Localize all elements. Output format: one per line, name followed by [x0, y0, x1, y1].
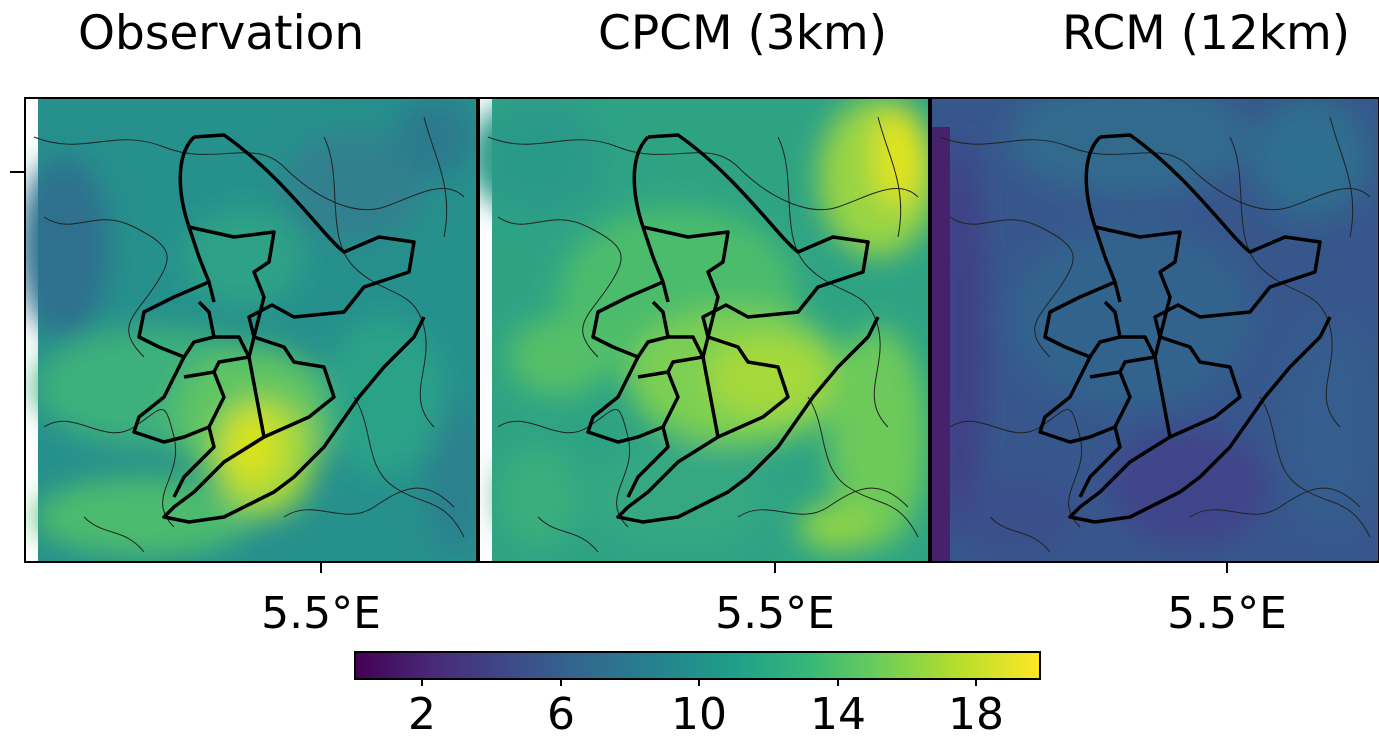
map-panel-cpcm: [478, 97, 928, 561]
panel-title-cpcm: CPCM (3km): [598, 6, 888, 61]
observation-contours: [33, 116, 465, 553]
rcm-left-strip: [930, 127, 950, 561]
observation-map: [24, 97, 476, 561]
colorbar-tick-6: [560, 678, 562, 686]
cpcm-map: [478, 97, 928, 561]
colorbar-tick-10: [698, 678, 700, 686]
colorbar-tick-label-18: 18: [948, 689, 1004, 740]
x-tick-label-rcm: 5.5°E: [1167, 588, 1287, 639]
colorbar-tick-14: [837, 678, 839, 686]
y-axis-tick: [10, 171, 24, 173]
colorbar-tick-label-6: 6: [547, 689, 575, 740]
colorbar-tick-label-10: 10: [671, 689, 727, 740]
rcm-field: [935, 97, 1379, 557]
observation-region-borders: [132, 133, 426, 524]
panel-title-observation: Observation: [78, 6, 365, 61]
map-panel-rcm: [930, 97, 1379, 561]
colorbar-tick-label-2: 2: [408, 689, 436, 740]
rcm-contours: [939, 116, 1371, 553]
colorbar-tick-18: [975, 678, 977, 686]
colorbar: [354, 651, 1041, 680]
panel-title-rcm: RCM (12km): [1062, 6, 1351, 61]
cpcm-region-borders: [586, 133, 880, 524]
x-tick-observation: [320, 561, 322, 573]
x-tick-cpcm: [774, 561, 776, 573]
map-panel-observation: [24, 97, 476, 561]
cpcm-field: [478, 97, 928, 552]
x-tick-label-observation: 5.5°E: [261, 588, 381, 639]
rcm-map: [930, 97, 1379, 561]
x-tick-rcm: [1226, 561, 1228, 573]
colorbar-tick-label-14: 14: [810, 689, 866, 740]
colorbar-tick-2: [421, 678, 423, 686]
rcm-region-borders: [1038, 133, 1332, 524]
cpcm-contours: [487, 116, 919, 553]
x-tick-label-cpcm: 5.5°E: [715, 588, 835, 639]
